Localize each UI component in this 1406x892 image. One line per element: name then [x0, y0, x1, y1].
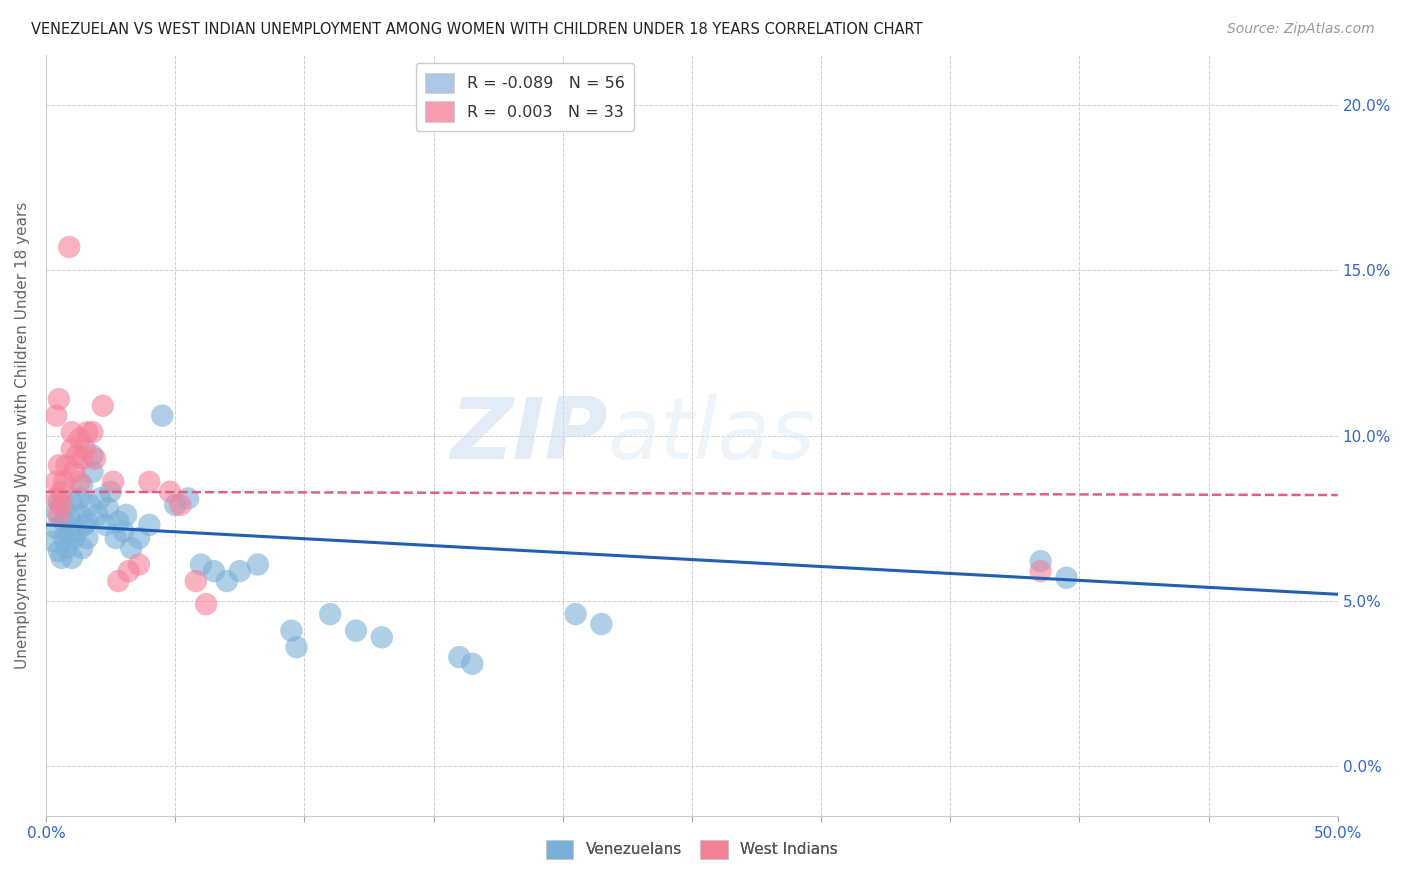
Point [461, 657, 484, 671]
Point [45, 521, 67, 535]
Point [195, 597, 218, 611]
Point [51, 484, 73, 499]
Point [89, 491, 111, 506]
Text: ZIP: ZIP [450, 394, 607, 477]
Point [169, 498, 191, 512]
Point [76, 531, 98, 545]
Point [45, 475, 67, 489]
Point [58, 240, 80, 254]
Point [91, 399, 114, 413]
Point [371, 630, 394, 644]
Point [53, 531, 76, 545]
Point [82, 465, 104, 479]
Point [246, 558, 269, 572]
Point [58, 508, 80, 522]
Point [58, 524, 80, 539]
Point [42, 534, 65, 549]
Point [48, 458, 70, 473]
Point [48, 544, 70, 558]
Point [51, 550, 73, 565]
Point [69, 508, 91, 522]
Point [55, 458, 77, 473]
Point [73, 517, 96, 532]
Point [128, 531, 150, 545]
Point [319, 607, 342, 621]
Point [51, 498, 73, 512]
Point [86, 508, 108, 522]
Point [70, 478, 93, 492]
Point [60, 550, 83, 565]
Point [117, 564, 139, 578]
Point [82, 425, 104, 440]
Point [101, 475, 124, 489]
Point [94, 517, 117, 532]
Point [115, 508, 138, 522]
Point [76, 425, 98, 440]
Point [97, 501, 120, 516]
Y-axis label: Unemployment Among Women with Children Under 18 years: Unemployment Among Women with Children U… [15, 202, 30, 669]
Point [229, 564, 252, 578]
Point [45, 491, 67, 506]
Point [60, 425, 83, 440]
Point [285, 640, 308, 655]
Text: atlas: atlas [607, 394, 815, 477]
Point [48, 508, 70, 522]
Point [165, 498, 187, 512]
Point [70, 451, 93, 466]
Point [60, 442, 83, 456]
Point [69, 432, 91, 446]
Point [53, 515, 76, 529]
Point [107, 515, 129, 529]
Point [1029, 564, 1052, 578]
Point [73, 442, 96, 456]
Text: Source: ZipAtlas.com: Source: ZipAtlas.com [1227, 22, 1375, 37]
Point [177, 491, 200, 506]
Point [120, 541, 142, 555]
Point [82, 449, 104, 463]
Point [100, 484, 122, 499]
Point [76, 515, 98, 529]
Point [138, 517, 160, 532]
Point [138, 475, 160, 489]
Point [45, 505, 67, 519]
Point [280, 624, 302, 638]
Point [79, 498, 101, 512]
Point [69, 491, 91, 506]
Point [63, 465, 86, 479]
Point [55, 541, 77, 555]
Point [112, 524, 135, 539]
Point [63, 531, 86, 545]
Point [184, 574, 207, 588]
Point [60, 494, 83, 508]
Point [190, 558, 212, 572]
Point [53, 475, 76, 489]
Point [128, 558, 150, 572]
Point [66, 524, 89, 539]
Point [69, 475, 91, 489]
Point [70, 541, 93, 555]
Point [48, 494, 70, 508]
Point [449, 650, 471, 665]
Point [159, 484, 181, 499]
Point [48, 392, 70, 406]
Point [1029, 554, 1052, 568]
Point [1056, 571, 1078, 585]
Point [215, 574, 238, 588]
Point [591, 617, 613, 632]
Point [150, 409, 173, 423]
Point [344, 624, 367, 638]
Point [45, 409, 67, 423]
Text: VENEZUELAN VS WEST INDIAN UNEMPLOYMENT AMONG WOMEN WITH CHILDREN UNDER 18 YEARS : VENEZUELAN VS WEST INDIAN UNEMPLOYMENT A… [31, 22, 922, 37]
Point [202, 564, 225, 578]
Point [84, 451, 107, 466]
Point [564, 607, 586, 621]
Point [104, 531, 127, 545]
Legend: Venezuelans, West Indians: Venezuelans, West Indians [540, 833, 844, 865]
Point [107, 574, 129, 588]
Point [66, 449, 89, 463]
